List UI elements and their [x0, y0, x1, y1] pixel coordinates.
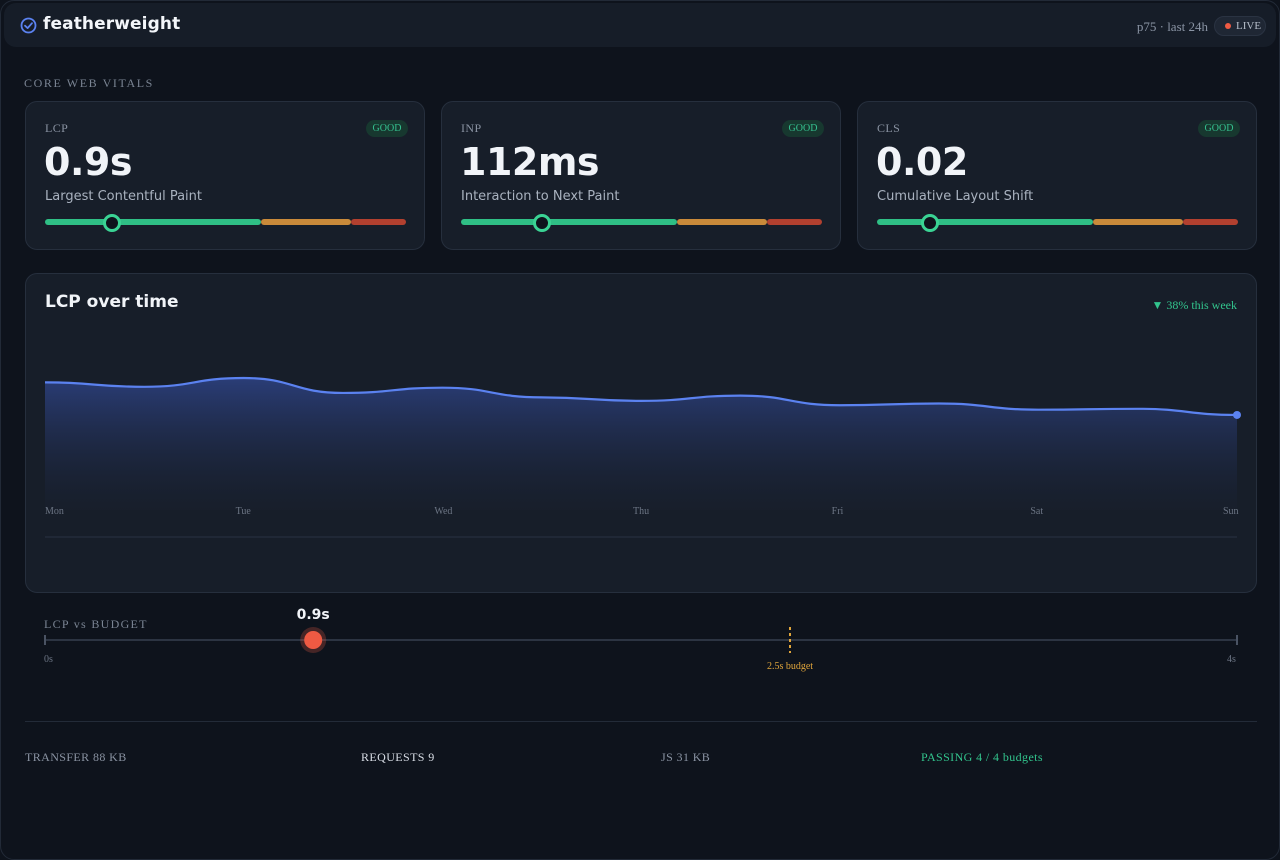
vital-abbr: CLS [877, 121, 901, 135]
needs-improvement-segment [261, 219, 351, 225]
section-title: CORE WEB VITALS [24, 76, 154, 90]
stat-transfer: TRANSFER 88 KB [25, 750, 127, 764]
vital-value: 112ms [460, 140, 600, 184]
value-marker [533, 214, 552, 232]
budget-track [44, 627, 1238, 653]
vital-name: Interaction to Next Paint [461, 189, 620, 204]
good-segment [461, 219, 677, 225]
x-tick-label: Sat [1030, 506, 1043, 517]
trend-delta-label: 38% this week [1166, 298, 1237, 312]
vital-card-cls[interactable]: CLS GOOD 0.02 Cumulative Layout Shift [857, 101, 1257, 250]
live-dot-icon [1225, 23, 1231, 29]
vital-name: Largest Contentful Paint [45, 189, 203, 204]
stat-js: JS 31 KB [661, 750, 711, 764]
vital-value: 0.02 [876, 140, 968, 184]
footer-divider [25, 721, 1257, 722]
x-tick-label: Fri [832, 506, 844, 517]
live-indicator[interactable]: LIVE [1214, 16, 1266, 36]
good-segment [877, 219, 1093, 225]
latest-point[interactable] [1233, 410, 1241, 419]
status-badge: GOOD [1198, 120, 1240, 137]
time-range-label[interactable]: p75 · last 24h [1136, 19, 1208, 34]
threshold-bar [45, 214, 406, 232]
vital-value: 0.9s [44, 140, 132, 184]
budget-title: LCP vs BUDGET [44, 617, 148, 631]
x-tick-label: Thu [633, 506, 649, 517]
vital-card-lcp[interactable]: LCP GOOD 0.9s Largest Contentful Paint [25, 101, 425, 250]
axis-min-label: 0s [44, 654, 53, 665]
value-marker [920, 214, 939, 232]
x-tick-label: Sun [1223, 506, 1239, 517]
threshold-bar [461, 214, 822, 232]
vital-card-inp[interactable]: INP GOOD 112ms Interaction to Next Paint [441, 101, 841, 250]
x-tick-label: Wed [434, 506, 452, 517]
live-label: LIVE [1236, 20, 1262, 32]
poor-segment [351, 219, 406, 225]
needs-improvement-segment [677, 219, 767, 225]
down-triangle-icon: ▼ [1151, 298, 1164, 312]
chart-title: LCP over time [45, 292, 179, 312]
check-circle-icon [20, 17, 37, 34]
good-segment [45, 219, 261, 225]
axis-max-label: 4s [1227, 654, 1236, 665]
trend-delta: ▼ 38% this week [1151, 298, 1237, 313]
value-marker [102, 214, 121, 232]
needs-improvement-segment [1093, 219, 1183, 225]
status-badge: GOOD [366, 120, 408, 137]
threshold-bar [877, 214, 1238, 232]
app-name: featherweight [43, 14, 181, 34]
poor-segment [767, 219, 822, 225]
stat-passing: PASSING 4 / 4 budgets [921, 750, 1043, 764]
top-bar: featherweight p75 · last 24h LIVE [4, 3, 1276, 47]
current-value-label: 0.9s [296, 607, 330, 623]
budget-threshold-label: 2.5s budget [766, 661, 814, 672]
x-tick-label: Mon [45, 506, 64, 517]
lcp-series-line [44, 376, 1238, 417]
vital-abbr: INP [461, 121, 482, 135]
lcp-chart-card: Mon Tue Wed Thu Fri Sat Sun LCP over time ▼ 38… [25, 273, 1257, 593]
vital-name: Cumulative Layout Shift [877, 189, 1034, 204]
budget-gauge: LCP vs BUDGET 0.9s 0s 4s 2.5s budget [1, 601, 1279, 691]
lcp-area-fill [45, 378, 1237, 510]
current-value-dot[interactable] [304, 631, 323, 649]
status-badge: GOOD [782, 120, 824, 137]
x-tick-label: Tue [236, 506, 252, 517]
lcp-chart[interactable]: Mon Tue Wed Thu Fri Sat Sun [26, 274, 1256, 592]
stat-requests: REQUESTS 9 [361, 750, 435, 764]
poor-segment [1183, 219, 1238, 225]
vital-abbr: LCP [45, 121, 69, 135]
